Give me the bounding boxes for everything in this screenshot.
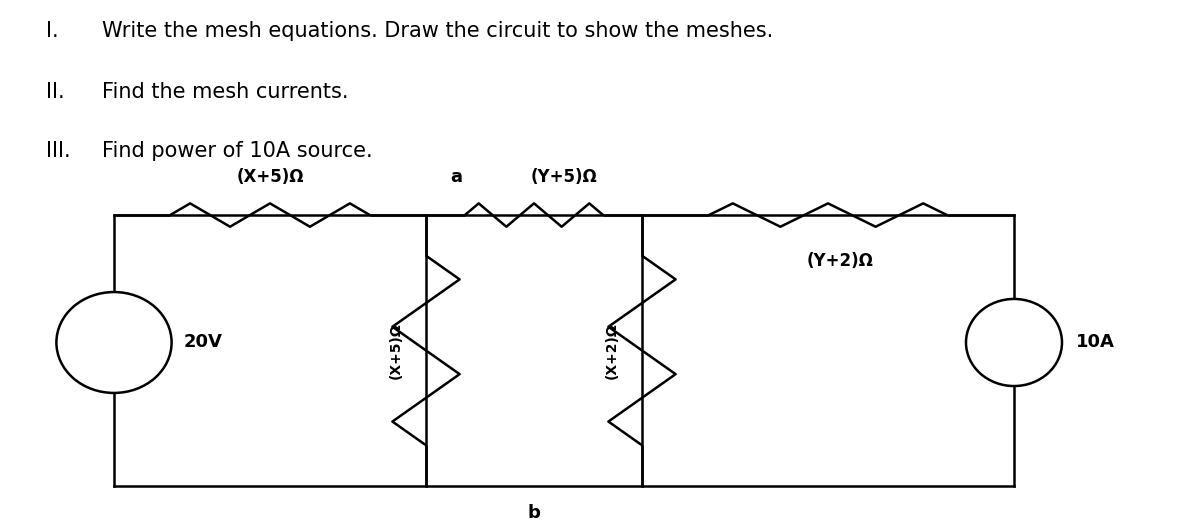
Text: Find the mesh currents.: Find the mesh currents. [102, 82, 348, 102]
Text: +: + [108, 314, 120, 329]
Text: (X+5)Ω: (X+5)Ω [236, 168, 304, 186]
Text: (X+5)Ω: (X+5)Ω [389, 322, 403, 379]
Text: (X+2)Ω: (X+2)Ω [605, 322, 619, 379]
Ellipse shape [56, 292, 172, 393]
Text: 20V: 20V [184, 333, 222, 352]
Text: (Y+2)Ω: (Y+2)Ω [806, 252, 874, 270]
Ellipse shape [966, 299, 1062, 386]
Text: (Y+5)Ω: (Y+5)Ω [530, 168, 598, 186]
Text: II.: II. [46, 82, 65, 102]
Text: −: − [107, 355, 121, 373]
Text: Find power of 10A source.: Find power of 10A source. [102, 141, 373, 161]
Text: 10A: 10A [1076, 333, 1115, 352]
Text: III.: III. [46, 141, 71, 161]
Text: a: a [450, 168, 462, 186]
Text: I.: I. [46, 21, 59, 41]
Text: b: b [528, 504, 540, 523]
Text: Write the mesh equations. Draw the circuit to show the meshes.: Write the mesh equations. Draw the circu… [102, 21, 773, 41]
